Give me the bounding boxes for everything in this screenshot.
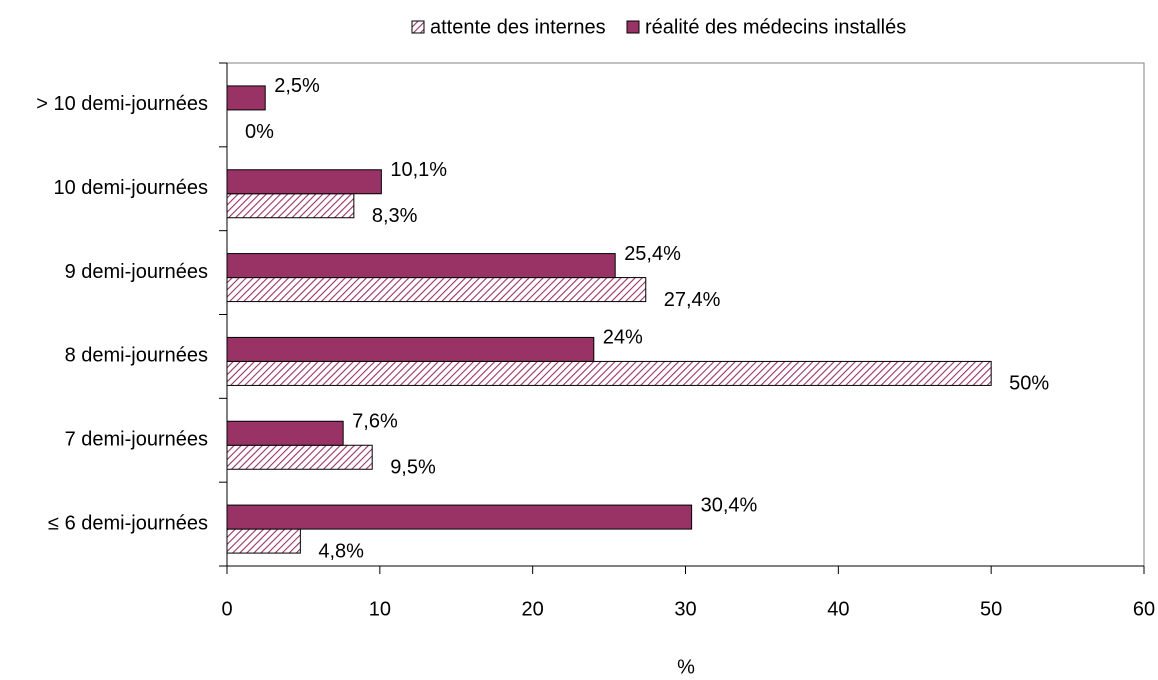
bar — [226, 193, 355, 219]
data-label: 4,8% — [318, 540, 364, 562]
data-label: 25,4% — [624, 243, 681, 265]
bar — [226, 169, 382, 195]
x-tick-label: 30 — [674, 598, 696, 620]
data-label: 7,6% — [352, 411, 398, 433]
data-label: 0% — [245, 121, 274, 143]
y-tick-label: > 10 demi-journées — [36, 93, 208, 115]
x-tick-label: 60 — [1133, 598, 1155, 620]
data-label: 24% — [603, 327, 643, 349]
bar — [226, 277, 647, 303]
legend-swatch — [626, 20, 640, 34]
x-tick-label: 10 — [369, 598, 391, 620]
bar — [226, 253, 616, 279]
y-tick-label: 7 demi-journées — [65, 429, 208, 451]
x-tick-label: 50 — [980, 598, 1002, 620]
y-tick-label: 10 demi-journées — [53, 177, 208, 199]
bar — [226, 504, 693, 530]
y-tick-label: 9 demi-journées — [65, 261, 208, 283]
x-tick-label: 0 — [221, 598, 232, 620]
x-tick-label: 20 — [522, 598, 544, 620]
bar — [226, 528, 301, 554]
y-tick-label: ≤ 6 demi-journées — [48, 512, 208, 534]
x-axis-label: % — [677, 656, 695, 678]
bar — [226, 360, 992, 386]
data-label: 10,1% — [390, 159, 447, 181]
data-label: 2,5% — [274, 75, 320, 97]
legend-label: réalité des médecins installés — [645, 16, 906, 38]
bar — [226, 444, 373, 470]
bar — [226, 85, 266, 111]
data-label: 8,3% — [372, 205, 418, 227]
data-label: 9,5% — [390, 457, 436, 479]
data-label: 27,4% — [664, 289, 721, 311]
legend-label: attente des internes — [430, 16, 606, 38]
bar — [226, 420, 344, 446]
data-label: 30,4% — [701, 494, 758, 516]
legend-swatch — [411, 20, 425, 34]
bar — [226, 336, 595, 362]
y-tick-label: 8 demi-journées — [65, 345, 208, 367]
data-label: 50% — [1009, 373, 1049, 395]
x-tick-label: 40 — [827, 598, 849, 620]
plot-area — [226, 62, 1145, 567]
